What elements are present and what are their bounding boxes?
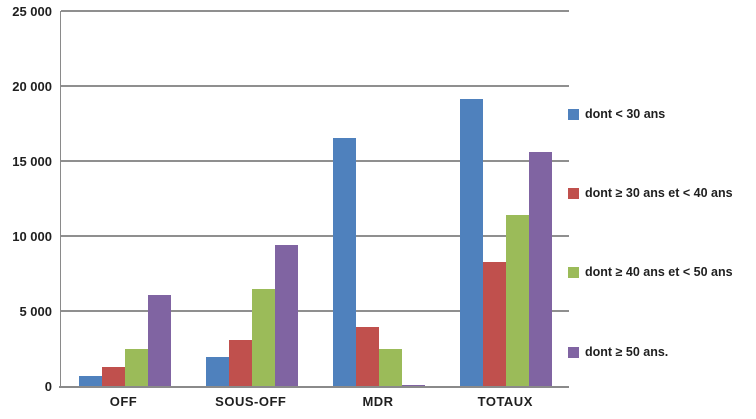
bar-mdr-series-3	[402, 384, 426, 386]
x-axis-line	[59, 385, 569, 388]
legend-label: dont ≥ 50 ans.	[585, 345, 669, 359]
bar-mdr-series-2	[379, 349, 403, 386]
legend-item-1: dont ≥ 30 ans et < 40 ans	[568, 186, 733, 200]
bar-totaux-series-1	[483, 261, 507, 386]
gridline-20000	[61, 85, 569, 87]
legend-item-3: dont ≥ 50 ans.	[568, 345, 668, 359]
x-category-label-mdr: MDR	[362, 394, 394, 409]
bar-totaux-series-0	[460, 98, 484, 386]
legend-item-0: dont < 30 ans	[568, 107, 665, 121]
y-tick-label-20000: 20 000	[12, 78, 52, 94]
bar-sous-off-series-2	[251, 289, 275, 386]
legend-label: dont ≥ 30 ans et < 40 ans	[585, 186, 733, 200]
legend-color-swatch	[568, 187, 579, 199]
bar-totaux-series-2	[506, 215, 530, 386]
gridline-15000	[61, 160, 569, 162]
gridline-25000	[61, 10, 569, 12]
y-tick-label-5000: 5 000	[19, 303, 52, 319]
y-tick-label-15000: 15 000	[12, 153, 52, 169]
bar-sous-off-series-3	[274, 245, 298, 386]
bar-off-series-1	[101, 367, 125, 386]
legend: dont < 30 ans dont ≥ 30 ans et < 40 ans do…	[568, 0, 756, 419]
bar-mdr-series-0	[333, 137, 357, 386]
bar-sous-off-series-1	[228, 339, 252, 386]
bar-off-series-0	[78, 376, 102, 386]
bar-totaux-series-3	[529, 152, 553, 386]
legend-label: dont < 30 ans	[585, 107, 666, 121]
gridline-10000	[61, 235, 569, 237]
bar-sous-off-series-0	[205, 356, 229, 386]
y-tick-label-10000: 10 000	[12, 228, 52, 244]
bar-off-series-3	[147, 294, 171, 386]
legend-color-swatch	[568, 108, 579, 120]
gridline-5000	[61, 310, 569, 312]
plot-area	[59, 10, 569, 388]
legend-color-swatch	[568, 266, 579, 278]
y-tick-label-0: 0	[44, 378, 52, 394]
bar-off-series-2	[124, 348, 148, 386]
y-tick-label-25000: 25 000	[12, 3, 52, 19]
legend-label: dont ≥ 40 ans et < 50 ans	[585, 265, 733, 279]
legend-item-2: dont ≥ 40 ans et < 50 ans	[568, 265, 733, 279]
bar-mdr-series-1	[356, 326, 380, 386]
x-category-label-totaux: TOTAUX	[477, 394, 533, 409]
x-category-label-off: OFF	[109, 394, 138, 409]
legend-color-swatch	[568, 346, 579, 358]
x-category-label-sous-off: SOUS-OFF	[215, 394, 287, 409]
